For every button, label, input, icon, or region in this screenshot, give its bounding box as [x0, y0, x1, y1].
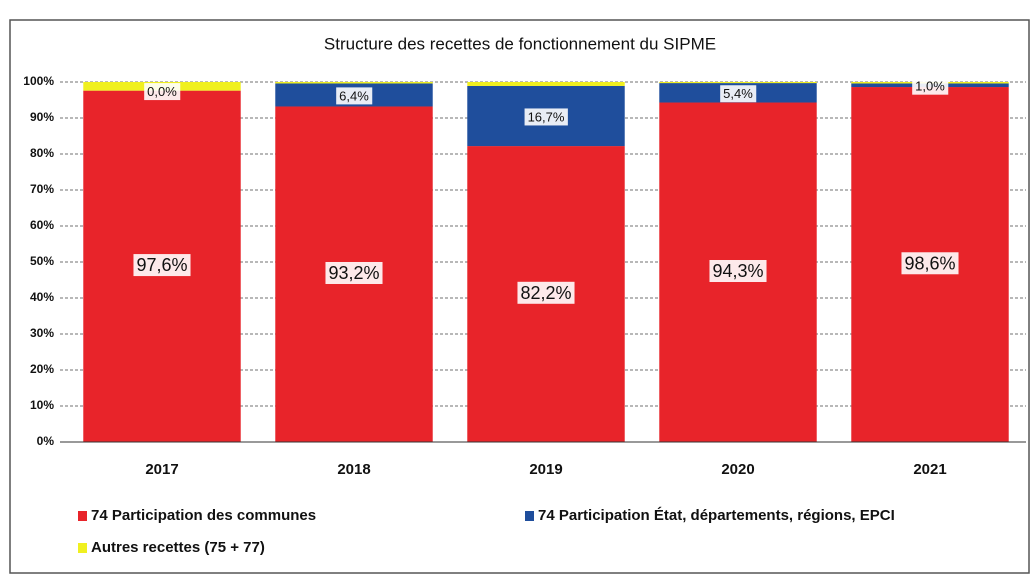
y-tick-label: 70%: [30, 182, 54, 196]
chart-title: Structure des recettes de fonctionnement…: [324, 34, 716, 53]
label-box: [517, 281, 575, 304]
y-tick-label: 30%: [30, 326, 54, 340]
data-label: 94,3%: [712, 261, 763, 281]
label-box: [524, 108, 568, 126]
y-tick-label: 80%: [30, 146, 54, 160]
data-label: 98,6%: [904, 253, 955, 273]
data-label: 0,0%: [147, 84, 177, 99]
label-box: [720, 85, 757, 103]
legend-swatch: [525, 511, 534, 521]
label-box: [144, 83, 181, 101]
label-box: [336, 87, 373, 105]
x-tick-label: 2019: [529, 461, 562, 478]
label-box: [133, 254, 191, 277]
label-box: [709, 260, 767, 283]
bar-segment: [275, 82, 433, 84]
label-box: [901, 252, 959, 275]
legend-label: 74 Participation État, départements, rég…: [538, 507, 895, 524]
legend-label: 74 Participation des communes: [91, 507, 316, 524]
data-label: 97,6%: [136, 255, 187, 275]
x-tick-label: 2020: [721, 461, 754, 478]
bar-segment: [659, 82, 817, 84]
legend-label: Autres recettes (75 + 77): [91, 539, 265, 556]
frame: [9, 19, 1030, 574]
y-tick-label: 0%: [37, 434, 55, 448]
label-box: [912, 77, 949, 95]
y-tick-label: 100%: [23, 74, 54, 88]
x-tick-label: 2017: [145, 461, 178, 478]
data-label: 5,4%: [723, 86, 753, 101]
legend-swatch: [78, 511, 87, 521]
legend-swatch: [78, 543, 87, 553]
label-box: [325, 261, 383, 284]
y-tick-label: 50%: [30, 254, 54, 268]
y-tick-label: 40%: [30, 290, 54, 304]
data-label: 16,7%: [528, 109, 565, 124]
data-label: 6,4%: [339, 88, 369, 103]
y-tick-label: 10%: [30, 398, 54, 412]
data-label: 1,0%: [915, 79, 945, 94]
data-label: 93,2%: [328, 263, 379, 283]
y-tick-label: 60%: [30, 218, 54, 232]
y-tick-label: 90%: [30, 110, 54, 124]
x-tick-label: 2018: [337, 461, 370, 478]
x-tick-label: 2021: [913, 461, 946, 478]
data-label: 82,2%: [520, 283, 571, 303]
y-tick-label: 20%: [30, 362, 54, 376]
bar-segment: [467, 82, 625, 86]
